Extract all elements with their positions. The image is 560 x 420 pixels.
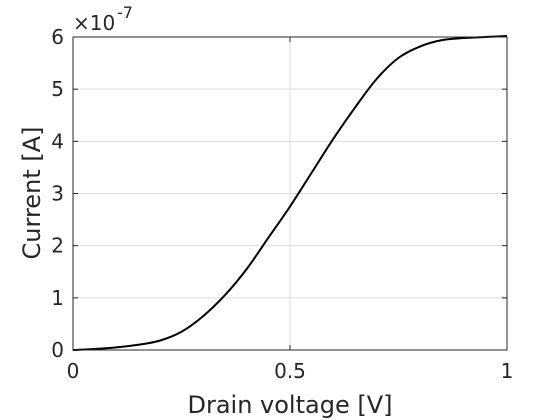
x-ticks: 0 0.5 1 <box>67 37 514 383</box>
x-tick-label: 0.5 <box>274 359 306 383</box>
y-tick-label: 3 <box>51 182 64 206</box>
y-tick-label: 1 <box>51 286 64 310</box>
x-tick-label: 0 <box>67 359 80 383</box>
grid <box>72 36 508 351</box>
x-tick-label: 1 <box>501 359 514 383</box>
y-tick-label: 2 <box>51 234 64 258</box>
y-exponent-power: -7 <box>117 3 133 22</box>
y-tick-label: 0 <box>51 338 64 362</box>
y-ticks: 0 1 2 3 4 5 6 <box>51 25 507 362</box>
series-line <box>72 34 508 351</box>
y-exponent-base: ×10 <box>73 11 115 35</box>
y-tick-label: 6 <box>51 25 64 49</box>
y-axis-label: Current [A] <box>18 127 46 260</box>
x-axis-label: Drain voltage [V] <box>187 391 392 419</box>
y-tick-label: 5 <box>51 77 64 101</box>
y-tick-label: 4 <box>51 129 64 153</box>
